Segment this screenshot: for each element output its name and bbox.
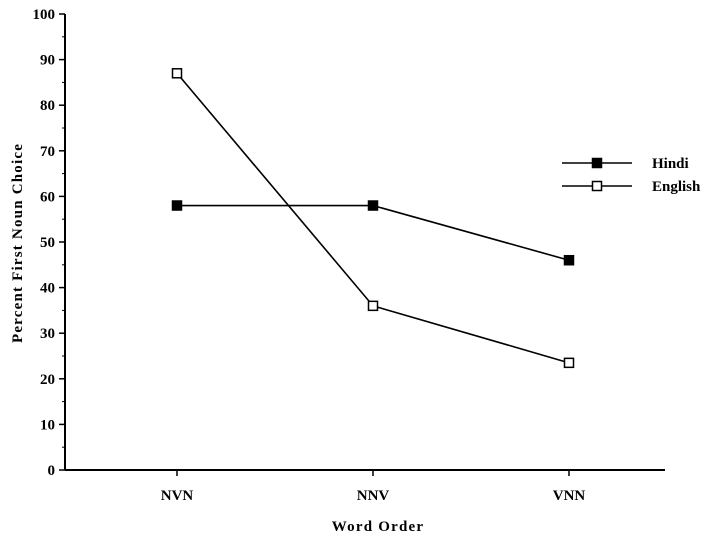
data-point <box>171 200 183 211</box>
axes: 0 10 20 30 40 50 60 70 80 90 100 NVN NNV VNN <box>33 7 665 504</box>
data-point <box>367 200 379 211</box>
data-point <box>171 68 183 79</box>
data-point <box>563 254 575 266</box>
legend: Hindi English <box>562 156 701 195</box>
x-axis-title: Word Order <box>332 519 424 535</box>
data-point <box>563 357 575 369</box>
series-line <box>176 72 570 364</box>
legend-marker <box>591 180 603 192</box>
y-tick-label: 60 <box>40 189 55 205</box>
y-tick-label: 50 <box>40 235 55 251</box>
legend-marker <box>591 157 603 169</box>
y-tick-label: 30 <box>40 326 55 342</box>
y-tick-label: 100 <box>33 7 56 23</box>
y-tick-label: 10 <box>40 417 55 433</box>
series-group <box>171 68 575 369</box>
data-point <box>367 300 379 312</box>
x-tick-label: NNV <box>357 488 390 504</box>
legend-label: Hindi <box>652 156 689 172</box>
x-tick-label: VNN <box>553 488 586 504</box>
x-tick-label: NVN <box>161 488 194 504</box>
series-english <box>171 68 575 369</box>
series-line <box>177 204 570 262</box>
y-tick-label: 70 <box>40 144 55 160</box>
series-hindi <box>171 200 575 266</box>
y-tick-label: 80 <box>40 98 55 114</box>
y-tick-label: 40 <box>40 281 55 297</box>
y-tick-label: 20 <box>40 372 55 388</box>
y-tick-label: 90 <box>40 53 55 69</box>
y-tick-label: 0 <box>48 463 56 479</box>
legend-label: English <box>652 179 701 195</box>
y-axis-title: Percent First Noun Choice <box>10 143 26 343</box>
